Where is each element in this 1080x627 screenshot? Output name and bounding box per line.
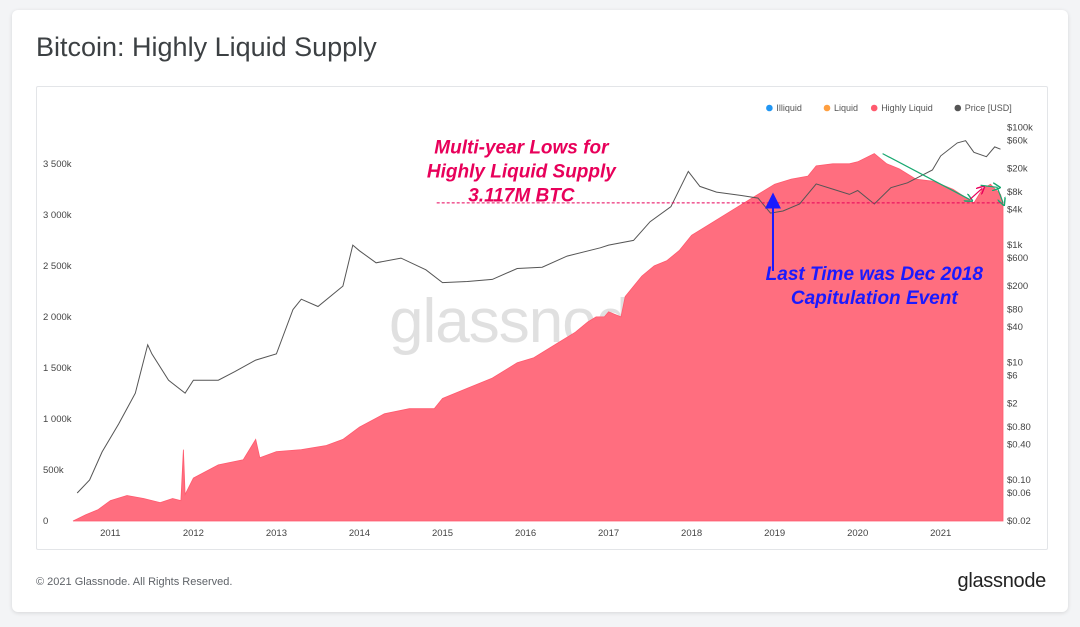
right-tick-label: $100k — [1007, 123, 1033, 134]
legend-item-liquid: Liquid — [823, 103, 858, 113]
annotation-multi-year-lows: Multi-year Lows for Highly Liquid Supply 3… — [427, 138, 617, 207]
x-tick-label: 2021 — [930, 528, 951, 539]
x-tick-label: 2015 — [432, 528, 453, 539]
right-tick-label: $600 — [1007, 253, 1028, 264]
right-tick-label: $8k — [1007, 187, 1023, 198]
x-tick-label: 2017 — [598, 528, 619, 539]
legend-item-illiquid: Illiquid — [766, 103, 802, 113]
annotation-line: 3.117M BTC — [468, 186, 575, 207]
footer-copyright: © 2021 Glassnode. All Rights Reserved. — [36, 576, 233, 588]
right-tick-label: $2 — [1007, 399, 1018, 410]
chart-svg: glassnode Illiquid Liquid Highly Liquid Pri… — [43, 103, 1033, 539]
right-tick-label: $0.80 — [1007, 422, 1031, 433]
legend-item-highly-liquid: Highly Liquid — [870, 103, 933, 113]
legend-dot — [870, 104, 878, 112]
right-tick-label: $20k — [1007, 164, 1028, 175]
right-tick-label: $40 — [1007, 322, 1023, 333]
legend-item-price-usd: Price [USD] — [954, 103, 1012, 113]
right-axis-ticks: $0.02 $0.06 $0.10 $0.40 $0.80 $2 $6 $10 $40 $80 $2… — [1007, 123, 1033, 527]
right-tick-label: $200 — [1007, 281, 1028, 292]
legend-label: Liquid — [834, 103, 858, 113]
x-tick-label: 2011 — [100, 528, 120, 539]
annotation-line: Highly Liquid Supply — [427, 162, 617, 183]
right-tick-label: $0.06 — [1007, 488, 1031, 499]
left-axis-ticks: 0 500k 1 000k 1 500k 2 000k 2 500k 3 000k 3 500… — [43, 159, 72, 527]
x-tick-label: 2016 — [515, 528, 536, 539]
legend: Illiquid Liquid Highly Liquid Price [USD] — [766, 103, 1012, 113]
series-price-line — [76, 140, 1001, 494]
x-tick-label: 2018 — [681, 528, 702, 539]
x-tick-label: 2013 — [266, 528, 287, 539]
left-tick-label: 2 500k — [43, 261, 72, 272]
x-axis-ticks: 2011 2012 2013 2014 2015 2016 2017 2018 2019 2020… — [100, 528, 951, 539]
left-tick-label: 1 000k — [43, 414, 72, 425]
left-tick-label: 3 000k — [43, 210, 72, 221]
right-tick-label: $1k — [1007, 240, 1023, 251]
right-tick-label: $0.02 — [1007, 516, 1031, 527]
annotation-arrow — [882, 153, 970, 200]
right-tick-label: $0.10 — [1007, 475, 1031, 486]
annotation-layer: Multi-year Lows for Highly Liquid Supply 3… — [427, 138, 1003, 309]
annotation-arrow — [996, 187, 1003, 202]
plot-frame: glassnode Illiquid Liquid Highly Liquid Pri… — [36, 86, 1048, 550]
series-highly-liquid-area — [72, 153, 1004, 522]
annotation-line: Last Time was Dec 2018 — [766, 264, 984, 285]
legend-dot — [766, 104, 773, 112]
left-tick-label: 3 500k — [43, 159, 72, 170]
right-tick-label: $80 — [1007, 304, 1023, 315]
x-tick-label: 2012 — [183, 528, 204, 539]
page-title: Bitcoin: Highly Liquid Supply — [36, 32, 377, 62]
legend-label: Price [USD] — [965, 103, 1012, 113]
right-tick-label: $0.40 — [1007, 440, 1031, 451]
footer-logo: glassnode — [957, 570, 1047, 592]
left-tick-label: 2 000k — [43, 312, 72, 323]
annotation-line: Capitulation Event — [791, 288, 958, 309]
annotation-arrow — [980, 185, 998, 187]
legend-dot — [954, 104, 962, 112]
series-layer — [72, 140, 1004, 522]
x-tick-label: 2020 — [847, 528, 868, 539]
chart-card: Bitcoin: Highly Liquid Supply glassnode … — [12, 10, 1068, 612]
right-tick-label: $4k — [1007, 205, 1023, 216]
annotation-arrow — [969, 188, 982, 200]
right-tick-label: $10 — [1007, 358, 1023, 369]
annotation-dec-2018: Last Time was Dec 2018 Capitulation Event — [766, 264, 984, 309]
legend-label: Highly Liquid — [881, 103, 933, 113]
right-tick-label: $60k — [1007, 136, 1028, 147]
left-tick-label: 1 500k — [43, 363, 72, 374]
left-tick-label: 500k — [43, 465, 64, 476]
legend-dot — [823, 104, 831, 112]
x-tick-label: 2019 — [764, 528, 785, 539]
left-tick-label: 0 — [43, 516, 48, 527]
annotation-line: Multi-year Lows for — [434, 138, 610, 159]
x-tick-label: 2014 — [349, 528, 370, 539]
right-tick-label: $6 — [1007, 371, 1018, 382]
legend-label: Illiquid — [776, 103, 802, 113]
